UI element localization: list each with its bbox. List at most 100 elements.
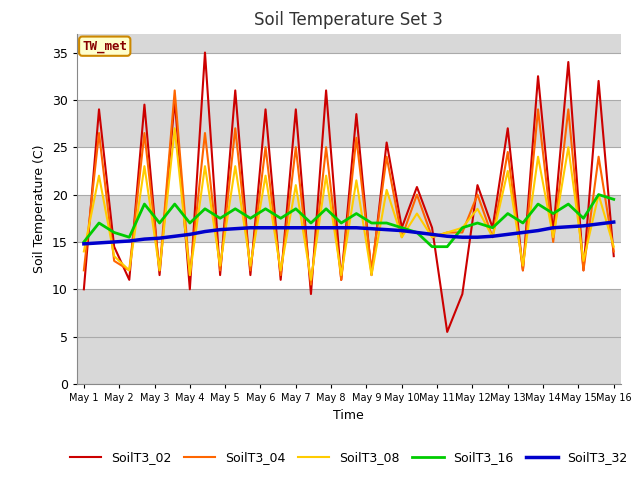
SoilT3_04 xyxy=(125,267,133,273)
Line: SoilT3_32: SoilT3_32 xyxy=(84,222,614,244)
SoilT3_02 xyxy=(353,111,360,117)
SoilT3_16 xyxy=(367,220,375,226)
SoilT3_02 xyxy=(337,277,345,283)
SoilT3_32 xyxy=(428,231,436,237)
SoilT3_02 xyxy=(80,287,88,292)
SoilT3_08 xyxy=(141,163,148,169)
SoilT3_16 xyxy=(80,239,88,245)
SoilT3_08 xyxy=(323,173,330,179)
SoilT3_16 xyxy=(246,216,254,221)
SoilT3_04 xyxy=(367,267,375,273)
SoilT3_16 xyxy=(489,225,497,230)
SoilT3_04 xyxy=(549,239,557,245)
SoilT3_32 xyxy=(337,225,345,230)
SoilT3_16 xyxy=(413,229,420,235)
SoilT3_02 xyxy=(307,291,315,297)
Bar xyxy=(77,147,621,194)
SoilT3_02 xyxy=(141,102,148,108)
SoilT3_04 xyxy=(489,234,497,240)
SoilT3_08 xyxy=(80,249,88,254)
Line: SoilT3_02: SoilT3_02 xyxy=(84,52,614,332)
SoilT3_32 xyxy=(292,225,300,230)
SoilT3_16 xyxy=(474,220,481,226)
SoilT3_02 xyxy=(413,184,420,190)
SoilT3_08 xyxy=(232,163,239,169)
SoilT3_08 xyxy=(489,234,497,240)
SoilT3_32 xyxy=(80,241,88,247)
X-axis label: Time: Time xyxy=(333,408,364,421)
SoilT3_16 xyxy=(141,201,148,207)
SoilT3_32 xyxy=(307,225,315,230)
SoilT3_16 xyxy=(564,201,572,207)
SoilT3_04 xyxy=(292,144,300,150)
SoilT3_16 xyxy=(307,220,315,226)
SoilT3_16 xyxy=(504,211,511,216)
SoilT3_02 xyxy=(610,253,618,259)
SoilT3_32 xyxy=(398,228,406,233)
SoilT3_08 xyxy=(337,272,345,278)
SoilT3_04 xyxy=(474,192,481,197)
SoilT3_32 xyxy=(367,226,375,231)
SoilT3_08 xyxy=(428,234,436,240)
Y-axis label: Soil Temperature (C): Soil Temperature (C) xyxy=(33,144,46,273)
SoilT3_04 xyxy=(595,154,602,159)
SoilT3_32 xyxy=(232,226,239,231)
SoilT3_04 xyxy=(428,234,436,240)
Bar xyxy=(77,100,621,147)
SoilT3_32 xyxy=(125,238,133,244)
SoilT3_32 xyxy=(246,225,254,230)
SoilT3_16 xyxy=(292,206,300,212)
SoilT3_04 xyxy=(171,87,179,93)
Bar xyxy=(77,289,621,336)
Legend: SoilT3_02, SoilT3_04, SoilT3_08, SoilT3_16, SoilT3_32: SoilT3_02, SoilT3_04, SoilT3_08, SoilT3_… xyxy=(65,446,633,469)
SoilT3_02 xyxy=(458,291,466,297)
SoilT3_32 xyxy=(549,225,557,230)
SoilT3_16 xyxy=(186,220,194,226)
SoilT3_08 xyxy=(444,229,451,235)
SoilT3_16 xyxy=(353,211,360,216)
SoilT3_04 xyxy=(141,130,148,136)
SoilT3_02 xyxy=(262,107,269,112)
SoilT3_16 xyxy=(262,206,269,212)
SoilT3_32 xyxy=(610,219,618,225)
SoilT3_04 xyxy=(580,267,588,273)
SoilT3_32 xyxy=(171,233,179,239)
SoilT3_32 xyxy=(564,224,572,229)
SoilT3_04 xyxy=(262,144,269,150)
SoilT3_02 xyxy=(277,277,285,283)
Line: SoilT3_16: SoilT3_16 xyxy=(84,194,614,247)
SoilT3_04 xyxy=(232,125,239,131)
SoilT3_02 xyxy=(95,107,103,112)
SoilT3_02 xyxy=(186,287,194,292)
SoilT3_02 xyxy=(474,182,481,188)
SoilT3_04 xyxy=(201,130,209,136)
SoilT3_08 xyxy=(353,178,360,183)
SoilT3_02 xyxy=(323,87,330,93)
SoilT3_02 xyxy=(110,244,118,250)
SoilT3_04 xyxy=(383,154,390,159)
SoilT3_16 xyxy=(549,211,557,216)
SoilT3_02 xyxy=(444,329,451,335)
SoilT3_32 xyxy=(595,221,602,227)
SoilT3_04 xyxy=(156,267,163,273)
SoilT3_32 xyxy=(95,240,103,246)
SoilT3_08 xyxy=(246,263,254,268)
SoilT3_16 xyxy=(458,225,466,230)
SoilT3_02 xyxy=(383,140,390,145)
SoilT3_16 xyxy=(398,225,406,230)
SoilT3_16 xyxy=(610,196,618,202)
SoilT3_08 xyxy=(595,192,602,197)
SoilT3_02 xyxy=(564,59,572,65)
SoilT3_08 xyxy=(262,173,269,179)
SoilT3_16 xyxy=(580,216,588,221)
SoilT3_02 xyxy=(549,229,557,235)
SoilT3_16 xyxy=(201,206,209,212)
SoilT3_02 xyxy=(367,272,375,278)
SoilT3_32 xyxy=(353,225,360,230)
SoilT3_32 xyxy=(519,229,527,235)
SoilT3_04 xyxy=(398,234,406,240)
SoilT3_16 xyxy=(95,220,103,226)
SoilT3_02 xyxy=(580,267,588,273)
SoilT3_02 xyxy=(125,277,133,283)
SoilT3_32 xyxy=(534,228,542,233)
